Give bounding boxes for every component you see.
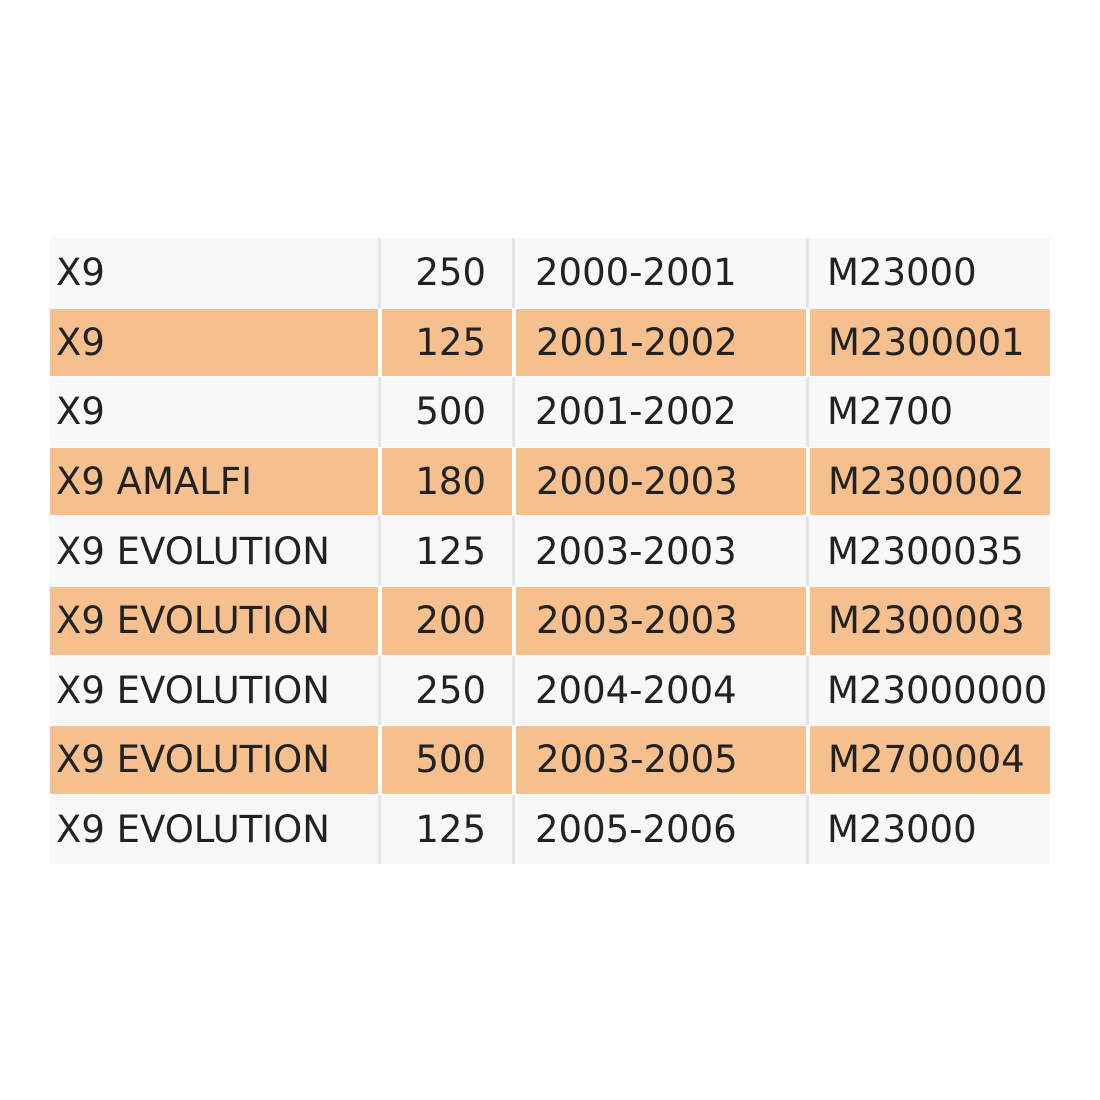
table-cell[interactable]: 125 [378,307,512,378]
table-cell[interactable]: 125 [378,794,512,865]
table-cell[interactable]: M23000000 [806,655,1050,726]
table-cell[interactable]: X9 EVOLUTION [50,585,378,656]
table-cell[interactable]: 2000-2001 [512,238,806,308]
table-cell[interactable]: M2700 [806,377,1050,447]
table-cell[interactable]: 125 [378,516,512,586]
table-cell[interactable]: 200 [378,585,512,656]
table-cell[interactable]: X9 EVOLUTION [50,794,378,865]
table-cell[interactable]: 250 [378,655,512,726]
table-cell[interactable]: 500 [378,377,512,447]
table-cell[interactable]: 2005-2006 [512,794,806,865]
table-cell[interactable]: X9 EVOLUTION [50,655,378,726]
table-cell[interactable]: X9 EVOLUTION [50,516,378,586]
table-cell[interactable]: X9 [50,238,378,308]
table-body: X9 250 2000-2001 M23000 X9 125 2001-2002 M23000… [50,238,1050,865]
table-cell[interactable]: M2300001 [806,307,1050,378]
table-cell[interactable]: M23000 [806,238,1050,308]
table-row[interactable]: X9 EVOLUTION 250 2004-2004 M23000000 [50,655,1050,726]
table-cell[interactable]: 500 [378,725,512,795]
table-row[interactable]: X9 EVOLUTION 200 2003-2003 M2300003 [50,585,1050,656]
data-table: X9 250 2000-2001 M23000 X9 125 2001-2002 M23000… [50,238,1050,865]
table-cell[interactable]: 2003-2003 [512,516,806,586]
table-cell[interactable]: 2003-2003 [512,585,806,656]
table-cell[interactable]: 2001-2002 [512,377,806,447]
table-row[interactable]: X9 EVOLUTION 125 2003-2003 M2300035 [50,516,1050,586]
table-cell[interactable]: X9 AMALFI [50,446,378,517]
table-cell[interactable]: M2300035 [806,516,1050,586]
table-row[interactable]: X9 500 2001-2002 M2700 [50,377,1050,447]
table-cell[interactable]: 250 [378,238,512,308]
table-cell[interactable]: X9 [50,307,378,378]
table-cell[interactable]: 2001-2002 [512,307,806,378]
table-cell[interactable]: 2004-2004 [512,655,806,726]
table-cell[interactable]: X9 EVOLUTION [50,725,378,795]
table-row[interactable]: X9 EVOLUTION 125 2005-2006 M23000 [50,794,1050,865]
table-cell[interactable]: M2300003 [806,585,1050,656]
table-cell[interactable]: M2700004 [806,725,1050,795]
table-cell[interactable]: 2003-2005 [512,725,806,795]
table-cell[interactable]: M2300002 [806,446,1050,517]
table-cell[interactable]: X9 [50,377,378,447]
table-row[interactable]: X9 125 2001-2002 M2300001 [50,307,1050,378]
table-row[interactable]: X9 250 2000-2001 M23000 [50,238,1050,308]
table-row[interactable]: X9 EVOLUTION 500 2003-2005 M2700004 [50,725,1050,795]
table-row[interactable]: X9 AMALFI 180 2000-2003 M2300002 [50,446,1050,517]
table-cell[interactable]: M23000 [806,794,1050,865]
table-cell[interactable]: 180 [378,446,512,517]
table-cell[interactable]: 2000-2003 [512,446,806,517]
